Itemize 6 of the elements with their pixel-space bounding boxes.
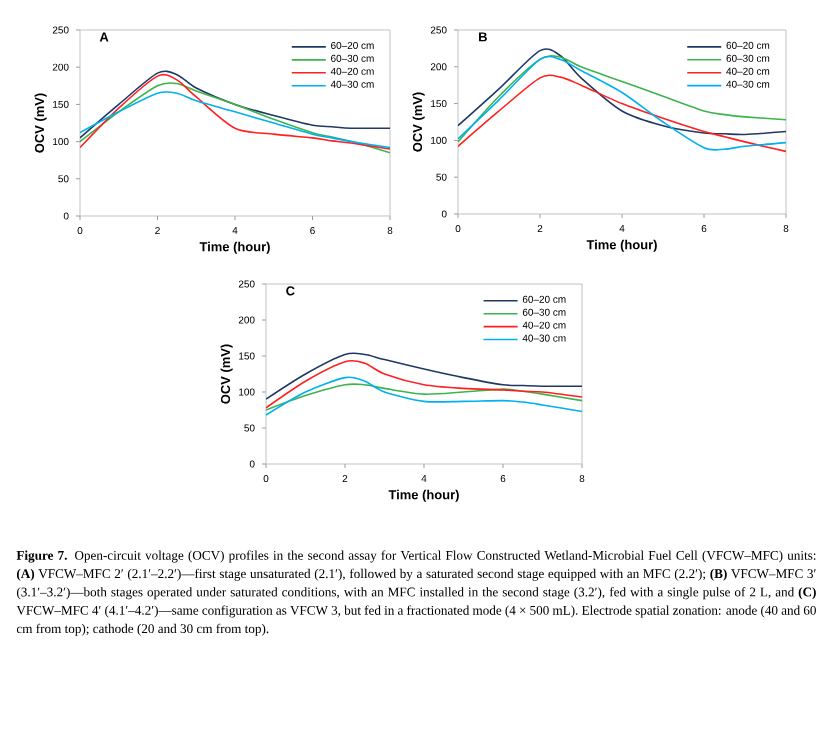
line-series bbox=[458, 74, 786, 153]
line-series bbox=[80, 70, 390, 139]
line-series bbox=[266, 352, 582, 400]
line-series bbox=[266, 359, 582, 409]
line-series bbox=[266, 383, 582, 411]
line-series bbox=[266, 376, 582, 416]
